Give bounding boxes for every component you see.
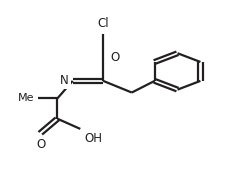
- Text: N: N: [60, 74, 69, 87]
- Text: Me: Me: [18, 93, 34, 103]
- Text: O: O: [111, 51, 120, 64]
- Text: OH: OH: [84, 132, 102, 145]
- Text: Cl: Cl: [97, 17, 109, 30]
- Text: O: O: [36, 138, 46, 151]
